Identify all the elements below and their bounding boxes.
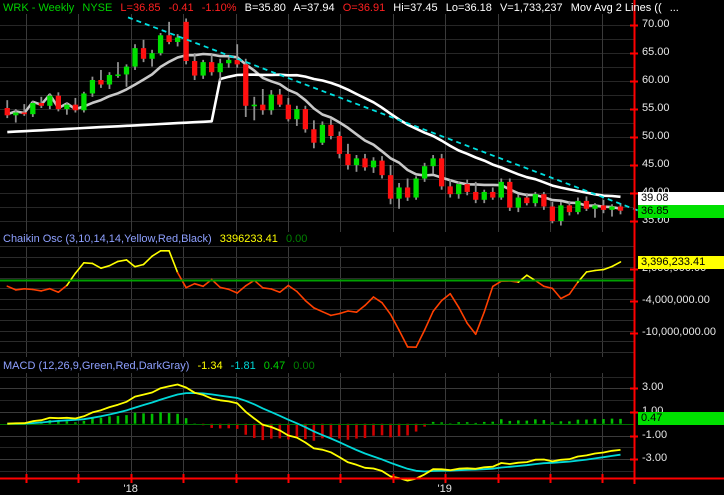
high-label: Hi=37.45 — [393, 2, 438, 14]
price-tag-prev-close: 39.08 — [638, 192, 724, 206]
price-tag-last: 36.85 — [638, 204, 724, 218]
macd-value: -1.34 — [197, 360, 223, 372]
macd-hist-value: 0.47 — [263, 360, 286, 372]
overlay-ellipsis[interactable]: ... — [669, 2, 679, 14]
chaikin-tag-value: 3,396,233.41 — [638, 255, 724, 269]
price-tick-0: 70.00 — [642, 18, 670, 31]
macd-title[interactable]: MACD (12,26,9,Green,Red,DarkGray) — [3, 360, 190, 372]
macd-tag-value: 0.47 — [638, 412, 724, 426]
symbol-label[interactable]: WRK - Weekly — [3, 2, 75, 14]
macd-signal-value: -1.81 — [230, 360, 256, 372]
bid-label: B=35.80 — [244, 2, 286, 14]
date-label-0: '18 — [123, 483, 138, 495]
macd-tick-2: -1.00 — [642, 428, 668, 441]
chaikin-title[interactable]: Chaikin Osc (3,10,14,14,Yellow,Red,Black… — [3, 233, 212, 245]
price-tick-4: 50.00 — [642, 130, 670, 143]
macd-zero-value: 0.00 — [293, 360, 315, 372]
price-tick-3: 55.00 — [642, 102, 670, 115]
chaikin-value2: 0.00 — [285, 233, 308, 245]
price-tick-1: 65.00 — [642, 46, 670, 59]
exchange-label: NYSE — [82, 2, 113, 14]
price-tick-2: 60.00 — [642, 74, 670, 87]
ask-label: A=37.94 — [293, 2, 335, 14]
overlay-label[interactable]: Mov Avg 2 Lines (( — [570, 2, 662, 14]
macd-legend: MACD (12,26,9,Green,Red,DarkGray) -1.34 … — [3, 360, 320, 372]
date-label-1: '19 — [437, 483, 452, 495]
chaikin-legend: Chaikin Osc (3,10,14,14,Yellow,Red,Black… — [3, 233, 312, 245]
open-label: O=36.91 — [342, 2, 386, 14]
chaikin-tick-1: -4,000,000.00 — [642, 294, 710, 307]
volume-label: V=1,733,237 — [499, 2, 563, 14]
header-legend: WRK - Weekly NYSE L=36.85 -0.41 -1.10% B… — [3, 2, 684, 14]
low-label: Lo=36.18 — [445, 2, 492, 14]
chaikin-value: 3396233.41 — [219, 233, 278, 245]
change-label: -0.41 — [168, 2, 194, 14]
chaikin-tick-2: -10,000,000.00 — [642, 325, 717, 338]
price-tick-5: 45.00 — [642, 158, 670, 171]
macd-tick-0: 3.00 — [642, 381, 664, 394]
change-pct-label: -1.10% — [201, 2, 237, 14]
last-price-label: L=36.85 — [120, 2, 161, 14]
macd-tick-3: -3.00 — [642, 452, 668, 465]
